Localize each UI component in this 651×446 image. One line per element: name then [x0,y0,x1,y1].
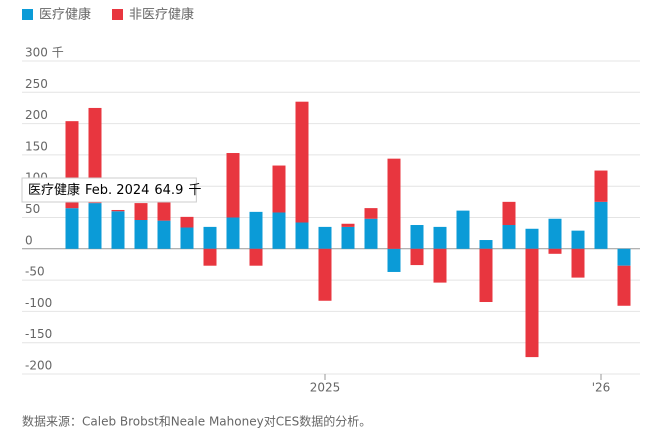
bar [525,248,539,358]
bar [295,101,309,223]
bar [364,208,378,219]
bar [479,240,493,249]
bar [341,223,355,227]
bar [502,225,516,249]
bar [203,248,217,266]
bar [272,212,286,249]
bar [433,226,447,249]
bar [111,211,125,249]
bar [226,153,240,218]
bar [456,210,470,249]
bar [65,208,79,249]
y-tick-label: 0 [25,233,33,247]
legend-swatch [22,9,33,20]
legend-swatch [112,9,123,20]
bar [594,201,608,249]
bar [272,165,286,213]
bar [134,220,148,249]
y-tick-label: 200 [25,108,48,122]
bar [571,230,585,249]
y-tick-label: 50 [25,202,40,216]
bar [548,248,562,254]
tooltip-value: 64.9 [154,183,183,198]
bar [617,248,631,266]
bar [387,248,401,272]
bar [502,201,516,226]
bar [180,216,194,228]
y-tick-label: 150 [25,139,48,153]
tooltip-unit: 千 [188,183,201,198]
bar [410,248,424,266]
bar [479,248,493,303]
bar [157,220,171,249]
x-tick-label: 2025 [310,381,341,395]
y-tick-label: 300 千 [25,46,64,60]
bar [318,226,332,249]
y-tick-label: -50 [25,265,45,279]
y-tick-label: -100 [25,296,52,310]
y-tick-label: -200 [25,359,52,373]
bar [594,170,608,202]
bar [249,248,263,266]
x-tick-label: '26 [592,381,611,395]
tooltip-text: 医疗健康 Feb. 2024 64.9 千 [28,182,201,198]
bar [525,228,539,249]
bar [88,203,102,249]
tooltip-box [21,177,197,203]
bar [111,209,125,212]
y-tick-label: -150 [25,327,52,341]
bar [180,227,194,249]
bar [364,218,378,249]
source-note: 数据来源：Caleb Brobst和Neale Mahoney对CES数据的分析… [22,414,371,429]
bar [203,226,217,249]
tooltip: 医疗健康 Feb. 2024 64.9 千 [21,177,201,203]
bar [249,211,263,249]
bar [134,203,148,221]
bar [548,218,562,249]
bar [617,265,631,306]
tooltip-date: Feb. 2024 [85,183,149,198]
bar [341,226,355,249]
bar [410,225,424,249]
bar [318,248,332,301]
y-tick-label: 250 [25,77,48,91]
bar [433,248,447,283]
bar [226,217,240,249]
bar [387,158,401,249]
tooltip-series: 医疗健康 [28,182,80,198]
bar [295,222,309,249]
legend-label: 医疗健康 [39,7,91,23]
bar [571,248,585,278]
legend-label: 非医疗健康 [129,7,194,23]
